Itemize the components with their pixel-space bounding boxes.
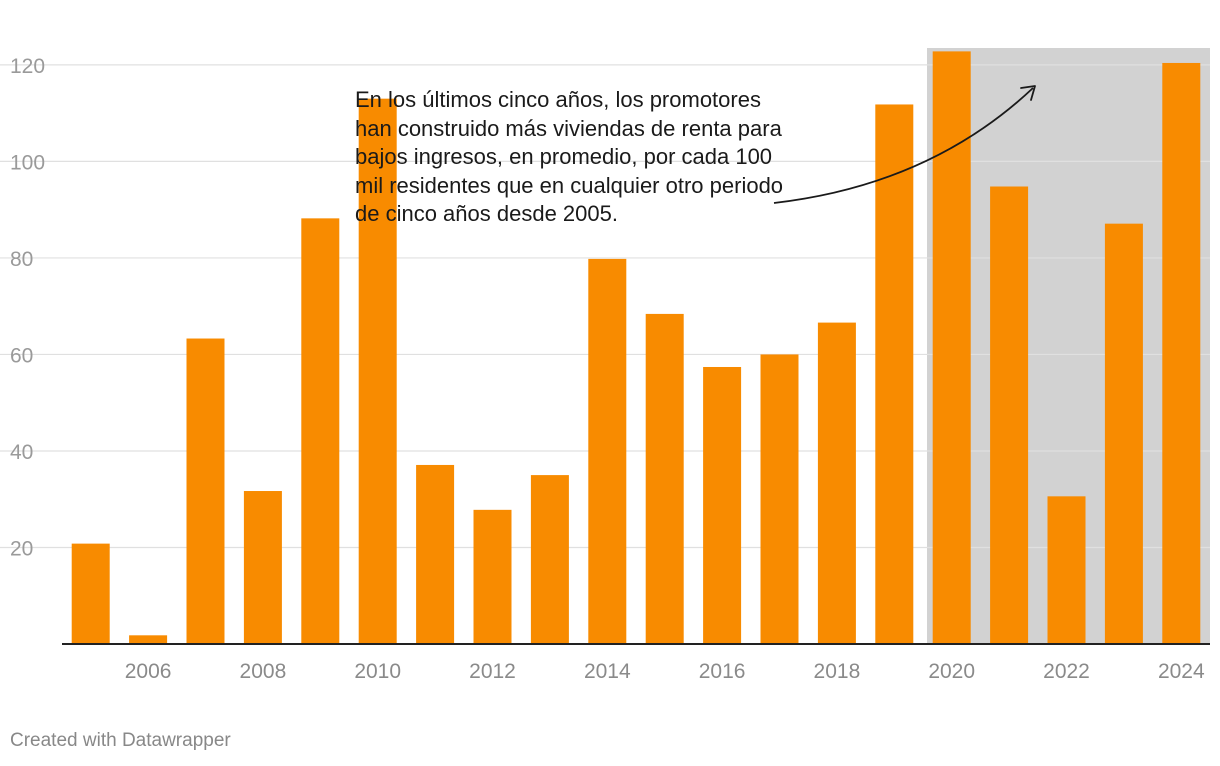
x-tick-label: 2012 [469, 660, 516, 683]
bar-2010 [358, 98, 397, 645]
bar-2021 [990, 186, 1029, 644]
annotation-arrow [773, 87, 1034, 204]
x-tick-label: 2018 [814, 660, 861, 683]
x-tick-label: 2016 [699, 660, 746, 683]
y-tick-label: 60 [10, 344, 33, 367]
bar-2012 [473, 509, 512, 644]
y-tick-label: 40 [10, 441, 33, 464]
x-tick-label: 2014 [584, 660, 631, 683]
chart-annotation: En los últimos cinco años, los promotore… [355, 87, 784, 227]
bar-2023 [1104, 223, 1143, 645]
x-tick-label: 2024 [1158, 660, 1205, 683]
bar-2018 [817, 322, 856, 644]
x-tick-label: 2010 [354, 660, 401, 683]
bar-2011 [416, 464, 455, 644]
bar-2009 [301, 218, 340, 644]
bar-2015 [645, 313, 684, 644]
bar-2014 [588, 258, 627, 644]
y-tick-label: 100 [10, 151, 45, 174]
x-tick-label: 2022 [1043, 660, 1090, 683]
y-tick-label: 120 [10, 55, 45, 78]
credit-footer: Created with Datawrapper [10, 730, 231, 751]
x-tick-label: 2006 [125, 660, 172, 683]
bar-2022 [1047, 496, 1086, 644]
y-tick-label: 20 [10, 537, 33, 560]
bar-2020 [932, 51, 971, 645]
x-tick-label: 2020 [928, 660, 975, 683]
annotation-arrowhead [1020, 85, 1036, 101]
bar-2007 [186, 338, 225, 644]
bar-2013 [530, 475, 569, 644]
bar-2005 [71, 543, 110, 644]
bar-2008 [243, 491, 282, 644]
bar-2016 [703, 366, 742, 644]
y-tick-label: 80 [10, 248, 33, 271]
bar-2024 [1162, 62, 1201, 644]
x-tick-label: 2008 [240, 660, 287, 683]
bar-2006 [129, 635, 168, 644]
bar-2017 [760, 354, 799, 644]
bar-2019 [875, 104, 914, 645]
